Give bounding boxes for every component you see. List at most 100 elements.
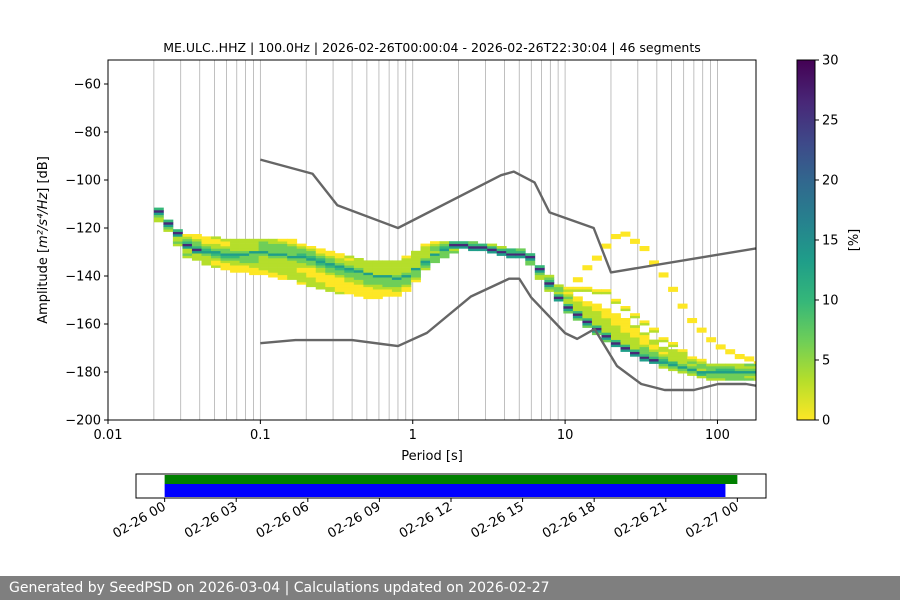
y-axis-label-units: m²/s⁴/Hz xyxy=(36,192,51,248)
psd-cell-694 xyxy=(706,370,717,374)
psd-cell-377 xyxy=(401,258,412,261)
psd-cell-381 xyxy=(410,274,421,278)
psd-cell-460 xyxy=(534,265,545,268)
psd-cell-581 xyxy=(620,318,631,321)
psd-cell-102 xyxy=(239,243,250,247)
psd-cell-326 xyxy=(372,277,383,280)
psd-cell-480 xyxy=(563,298,574,302)
psd-cell-573 xyxy=(620,337,631,340)
psd-cell-653 xyxy=(668,351,679,355)
psd-cell-26 xyxy=(182,236,193,240)
psd-cell-192 xyxy=(296,265,307,268)
psd-cell-4 xyxy=(153,210,164,213)
psd-cell-646 xyxy=(668,368,679,372)
psd-cell-718 xyxy=(734,378,745,381)
psd-cell-128 xyxy=(258,253,269,256)
psd-cell-331 xyxy=(372,265,383,268)
psd-cell-276 xyxy=(344,277,355,280)
psd-cell-29 xyxy=(191,255,202,259)
psd-cell-230 xyxy=(315,260,326,264)
psd-cell-173 xyxy=(287,265,298,268)
psd-cell-677 xyxy=(687,358,698,362)
psd-cell-600 xyxy=(630,238,640,242)
psd-cell-541 xyxy=(601,318,612,321)
psd-cell-9 xyxy=(163,222,174,225)
psd-cell-403 xyxy=(430,260,440,264)
psd-cell-733 xyxy=(744,363,755,367)
psd-cell-597 xyxy=(630,327,640,331)
psd-cell-462 xyxy=(544,286,555,290)
psd-cell-737 xyxy=(753,375,756,379)
psd-cell-437 xyxy=(487,243,498,247)
psd-cell-148 xyxy=(268,243,279,247)
psd-cell-131 xyxy=(258,246,269,249)
psd-cell-691 xyxy=(706,378,717,381)
psd-cell-643 xyxy=(658,272,669,276)
psd-cell-493 xyxy=(572,301,583,304)
y-tick-label: −80 xyxy=(74,126,101,141)
psd-cell-673 xyxy=(687,368,698,372)
psd-cell-336 xyxy=(382,289,393,292)
psd-cell-680 xyxy=(687,318,698,321)
psd-cell-497 xyxy=(572,277,583,280)
psd-cell-91 xyxy=(239,270,250,273)
noise-models xyxy=(260,158,756,392)
psd-cell-582 xyxy=(620,234,631,237)
psd-cell-320 xyxy=(372,291,383,295)
psd-cell-7 xyxy=(163,226,174,230)
psd-cell-667 xyxy=(677,306,688,309)
psd-cell-162 xyxy=(277,250,288,254)
psd-cell-671 xyxy=(687,373,698,376)
psd-cell-16 xyxy=(172,231,183,235)
psd-cell-494 xyxy=(572,298,583,302)
psd-cell-71 xyxy=(220,250,231,254)
psd-cell-412 xyxy=(439,255,450,259)
psd-cell-739 xyxy=(753,370,756,374)
psd-cell-280 xyxy=(344,267,355,271)
psd-cell-219 xyxy=(315,286,326,290)
psd-cell-31 xyxy=(191,250,202,254)
psd-cell-662 xyxy=(677,363,688,367)
psd-cell-455 xyxy=(534,277,545,280)
psd-cell-637 xyxy=(658,356,669,360)
y-axis-label-suffix: ] [dB] xyxy=(36,156,51,193)
psd-cell-416 xyxy=(439,246,450,249)
psd-cell-256 xyxy=(334,284,345,288)
psd-cell-351 xyxy=(391,289,402,292)
psd-cell-205 xyxy=(306,277,317,280)
psd-cell-178 xyxy=(287,253,298,256)
psd-cell-267 xyxy=(334,258,345,261)
psd-cell-459 xyxy=(534,267,545,271)
psd-cell-674 xyxy=(687,366,698,369)
psd-cell-577 xyxy=(620,327,631,331)
psd-cell-347 xyxy=(382,262,393,266)
psd-cell-409 xyxy=(430,246,440,249)
psd-cell-262 xyxy=(334,270,345,273)
psd-cell-164 xyxy=(277,246,288,249)
psd-cell-235 xyxy=(315,248,326,252)
psd-cell-316 xyxy=(363,262,374,266)
psd-cell-41 xyxy=(201,258,212,261)
psd-cell-99 xyxy=(239,250,250,254)
psd-cell-292 xyxy=(353,279,364,283)
psd-cell-127 xyxy=(258,255,269,259)
psd-cell-53 xyxy=(211,260,221,264)
psd-cell-496 xyxy=(572,279,583,283)
psd-cell-487 xyxy=(572,315,583,319)
psd-cell-558 xyxy=(610,325,621,328)
psd-cell-603 xyxy=(639,356,650,360)
psd-cell-106 xyxy=(249,270,260,273)
psd-cell-255 xyxy=(334,286,345,290)
psd-cell-58 xyxy=(211,248,221,252)
psd-cell-402 xyxy=(420,243,431,247)
psd-cell-295 xyxy=(353,272,364,276)
psd-cell-388 xyxy=(410,258,421,261)
psd-cell-209 xyxy=(306,267,317,271)
psd-cell-411 xyxy=(430,241,440,244)
psd-cell-484 xyxy=(563,289,574,292)
psd-cell-625 xyxy=(649,346,659,350)
psd-cell-158 xyxy=(277,260,288,264)
psd-cell-342 xyxy=(382,274,393,278)
psd-cell-726 xyxy=(734,354,745,357)
psd-cell-139 xyxy=(268,265,279,268)
